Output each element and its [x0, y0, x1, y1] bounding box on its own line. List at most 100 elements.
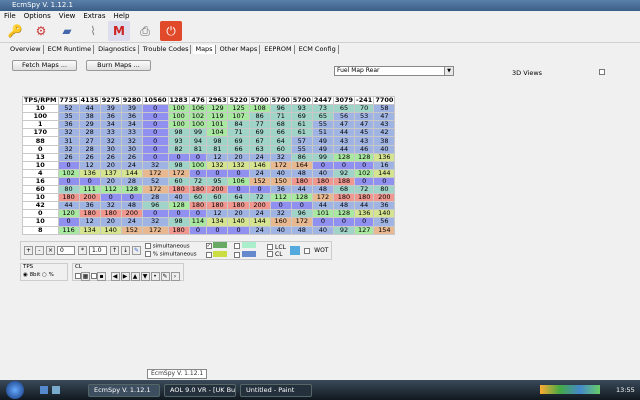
color-swatch-icon[interactable] — [213, 250, 228, 257]
map-cell[interactable]: 0 — [141, 136, 169, 146]
map-cell[interactable]: 43 — [332, 136, 356, 146]
simultaneous-checkbox[interactable] — [145, 243, 151, 249]
table-icon[interactable] — [289, 246, 300, 255]
map-cell[interactable]: 116 — [57, 225, 80, 235]
task-paint[interactable]: Untitled - Paint — [240, 384, 312, 397]
map-cell[interactable]: 180 — [167, 225, 190, 235]
map-cell[interactable]: 55 — [290, 144, 313, 154]
map-cell[interactable]: 69 — [227, 136, 250, 146]
map-cell[interactable]: 0 — [57, 217, 80, 227]
3d-views-checkbox[interactable] — [599, 69, 605, 75]
edit-icon[interactable]: ✎ — [132, 246, 141, 255]
switch-windows-icon[interactable] — [52, 386, 60, 394]
menu-extras[interactable]: Extras — [83, 12, 106, 20]
menu-options[interactable]: Options — [23, 12, 51, 20]
tab-ecm-runtime[interactable]: ECM Runtime — [46, 45, 95, 54]
map-cell[interactable]: 40 — [311, 225, 334, 235]
map-cell[interactable]: 51 — [311, 128, 334, 138]
map-cell[interactable]: 33 — [120, 128, 143, 138]
wot-checkbox[interactable] — [303, 247, 310, 254]
map-cell[interactable]: 44 — [332, 128, 356, 138]
map-cell[interactable]: 43 — [354, 136, 375, 146]
multiply-button[interactable]: × — [46, 246, 55, 255]
map-cell[interactable]: 69 — [248, 128, 271, 138]
map-select[interactable]: Fuel Map Rear ▼ — [334, 66, 454, 76]
color-checkbox-2[interactable] — [205, 252, 212, 258]
map-cell[interactable]: 144 — [248, 217, 271, 227]
map-cell[interactable]: 56 — [373, 217, 396, 227]
task-ecmspy[interactable]: EcmSpy V. 1.12.1 — [88, 384, 160, 397]
map-cell[interactable]: 140 — [227, 217, 250, 227]
map-cell[interactable]: 0 — [332, 217, 356, 227]
map-cell[interactable]: 67 — [248, 136, 271, 146]
map-cell[interactable]: 32 — [57, 144, 80, 154]
map-cell[interactable]: 24 — [248, 225, 271, 235]
map-cell[interactable]: 40 — [373, 144, 396, 154]
map-cell[interactable]: 60 — [269, 144, 292, 154]
tab-eeprom[interactable]: EEPROM — [262, 45, 295, 54]
factor-input[interactable]: 1.0 — [89, 246, 107, 255]
map-cell[interactable]: 98 — [206, 136, 229, 146]
map-cell[interactable]: 30 — [99, 144, 122, 154]
cl-option-checkbox[interactable] — [91, 273, 97, 279]
graph-checkbox[interactable] — [234, 252, 241, 258]
map-cell[interactable]: 57 — [290, 136, 313, 146]
tab-trouble-codes[interactable]: Trouble Codes — [141, 45, 192, 54]
map-cell[interactable]: 44 — [332, 144, 356, 154]
map-cell[interactable]: 0 — [227, 225, 250, 235]
cable-icon[interactable]: ⌇ — [90, 24, 96, 38]
map-cell[interactable]: 66 — [227, 144, 250, 154]
start-button[interactable] — [6, 381, 24, 399]
cl-enable-checkbox[interactable] — [75, 273, 81, 279]
show-desktop-icon[interactable] — [40, 386, 48, 394]
map-cell[interactable]: 104 — [206, 128, 229, 138]
map-cell[interactable]: 0 — [141, 128, 169, 138]
map-cell[interactable]: 64 — [269, 136, 292, 146]
map-cell[interactable]: 140 — [99, 225, 122, 235]
map-cell[interactable]: 92 — [332, 225, 356, 235]
map-cell[interactable]: 114 — [188, 217, 208, 227]
next-icon[interactable]: › — [170, 271, 180, 281]
map-cell[interactable]: 127 — [354, 225, 375, 235]
map-cell[interactable]: 38 — [373, 136, 396, 146]
map-cell[interactable]: 49 — [311, 136, 334, 146]
tab-diagnostics[interactable]: Diagnostics — [96, 45, 139, 54]
map-cell[interactable]: 20 — [99, 217, 122, 227]
map-cell[interactable]: 98 — [167, 217, 190, 227]
map-cell[interactable]: 82 — [167, 144, 190, 154]
add-button[interactable]: + — [24, 246, 33, 255]
map-cell[interactable]: 81 — [188, 144, 208, 154]
set-button[interactable]: * — [78, 246, 87, 255]
map-cell[interactable]: 81 — [206, 144, 229, 154]
map-cell[interactable]: 160 — [269, 217, 292, 227]
radio-percent[interactable]: ○ — [42, 271, 47, 278]
grid-checkbox[interactable] — [234, 243, 241, 249]
map-cell[interactable]: 31 — [57, 136, 80, 146]
subtract-button[interactable]: - — [35, 246, 44, 255]
map-cell[interactable]: 63 — [248, 144, 271, 154]
up-button[interactable]: ↑ — [110, 246, 119, 255]
map-cell[interactable]: 61 — [290, 128, 313, 138]
color-checkbox-1[interactable]: ✓ — [205, 243, 212, 249]
lcl-checkbox[interactable] — [267, 244, 274, 250]
reset-icon[interactable]: • — [150, 271, 160, 281]
map-cell[interactable]: 93 — [167, 136, 190, 146]
map-cell[interactable]: 12 — [78, 217, 101, 227]
map-cell[interactable]: 27 — [78, 136, 101, 146]
map-cell[interactable]: 48 — [290, 225, 313, 235]
map-cell[interactable]: 24 — [120, 217, 143, 227]
tab-ecm-config[interactable]: ECM Config — [297, 45, 339, 54]
pct-simultaneous-checkbox[interactable] — [145, 250, 151, 257]
radio-8bit[interactable]: ◉ — [23, 271, 28, 278]
arrow-right-icon[interactable]: ▶ — [120, 271, 130, 281]
map-cell[interactable]: 66 — [269, 128, 292, 138]
settings-tools-icon[interactable]: ⚙ — [35, 24, 47, 38]
map-cell[interactable]: 45 — [354, 128, 375, 138]
logo-icon[interactable]: M — [108, 21, 130, 41]
map-cell[interactable]: 0 — [141, 144, 169, 154]
map-cell[interactable]: 71 — [227, 128, 250, 138]
map-cell[interactable]: 30 — [120, 144, 143, 154]
map-cell[interactable]: 94 — [188, 136, 208, 146]
map-cell[interactable]: 28 — [78, 144, 101, 154]
menu-view[interactable]: View — [58, 12, 76, 20]
